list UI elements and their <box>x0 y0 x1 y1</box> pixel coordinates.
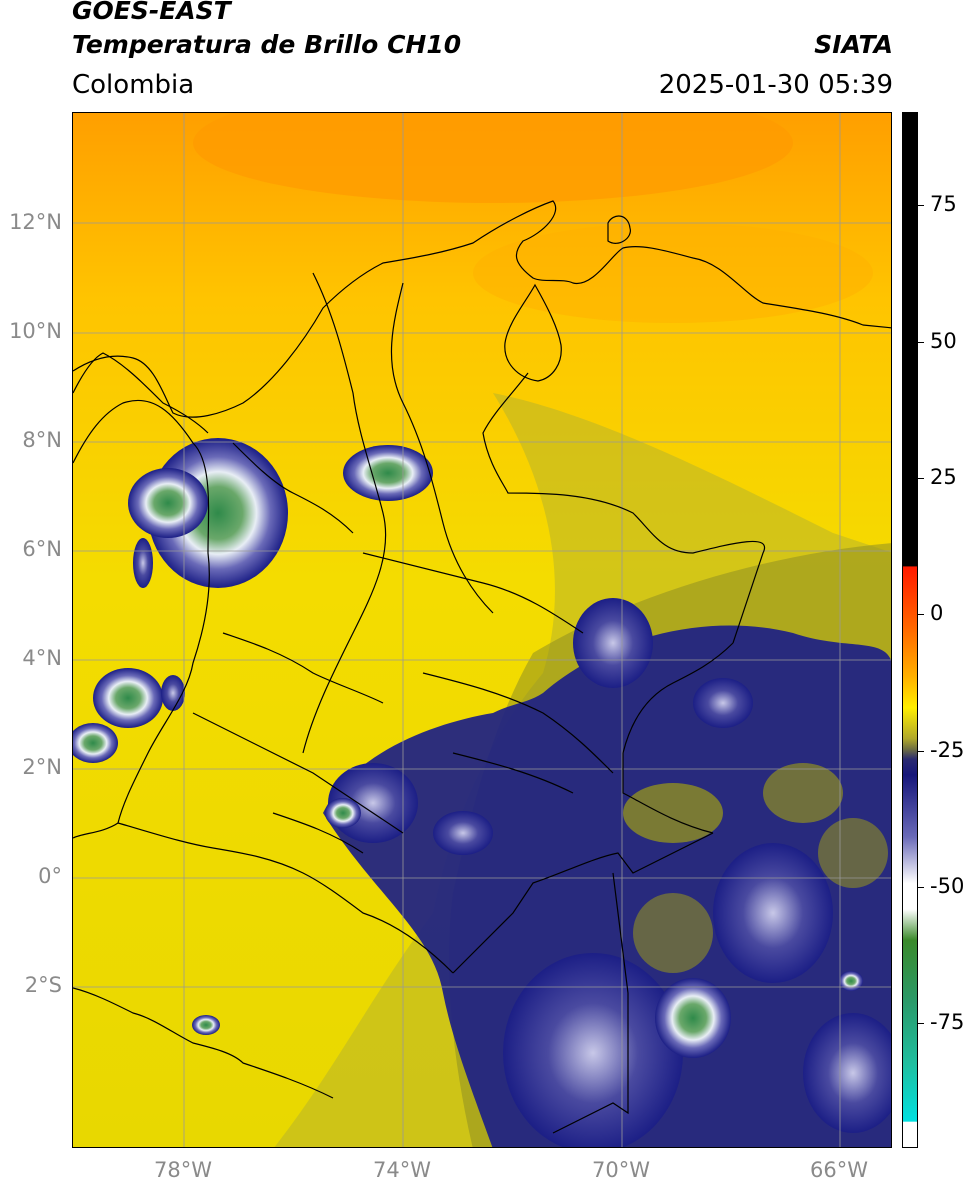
timestamp-label: 2025-01-30 05:39 <box>658 70 893 100</box>
map-title-line1: GOES-EAST <box>72 0 231 25</box>
lat-label-4n: 4°N <box>22 646 62 670</box>
satellite-imagery <box>73 113 891 1147</box>
colorbar-tick <box>918 478 924 479</box>
lat-label-2n: 2°N <box>22 755 62 779</box>
lon-label-66w: 66°W <box>810 1158 868 1182</box>
colorbar-label-minus75: -75 <box>930 1010 965 1034</box>
lon-label-74w: 74°W <box>373 1158 431 1182</box>
lon-label-78w: 78°W <box>154 1158 212 1182</box>
map-title-line2: Temperatura de Brillo CH10 <box>72 30 462 59</box>
colorbar-label-0: 0 <box>930 601 944 625</box>
colorbar-tick <box>918 614 924 615</box>
satellite-map <box>72 112 892 1148</box>
colorbar-tick <box>918 751 924 752</box>
lat-label-0: 0° <box>38 864 62 888</box>
lat-label-12n: 12°N <box>9 210 62 234</box>
colorbar-label-minus50: -50 <box>930 874 965 898</box>
colorbar-tick <box>918 205 924 206</box>
colorbar-tick <box>918 342 924 343</box>
graticule <box>73 113 891 1147</box>
temperature-colorbar <box>902 112 918 1148</box>
lat-label-6n: 6°N <box>22 537 62 561</box>
colorbar-label-25: 25 <box>930 465 957 489</box>
brand-label: SIATA <box>814 30 893 59</box>
country-borders <box>73 200 891 1134</box>
lon-label-70w: 70°W <box>592 1158 650 1182</box>
lat-label-8n: 8°N <box>22 428 62 452</box>
colorbar-tick <box>918 1023 924 1024</box>
region-subtitle: Colombia <box>72 70 195 100</box>
colorbar-label-50: 50 <box>930 329 957 353</box>
lat-label-2s: 2°S <box>24 973 62 997</box>
colorbar-label-minus25: -25 <box>930 738 965 762</box>
colorbar-tick <box>918 887 924 888</box>
colorbar-label-75: 75 <box>930 192 957 216</box>
lat-label-10n: 10°N <box>9 319 62 343</box>
